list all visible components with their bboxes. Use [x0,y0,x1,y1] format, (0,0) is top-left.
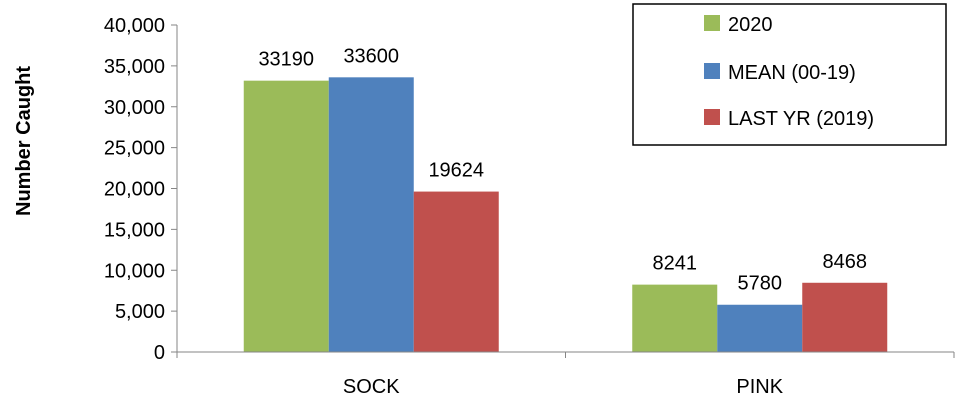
y-tick-label: 25,000 [104,138,165,160]
data-label-pink-series-1: 5780 [738,273,783,295]
y-tick-label: 5,000 [115,301,165,323]
data-label-pink-series-2: 8468 [823,251,868,273]
bar-sock-series-1 [328,77,414,352]
bar-pink-series-2 [802,282,888,352]
legend-box [632,3,947,146]
y-tick-label: 0 [154,342,165,364]
legend-swatch-2020 [704,15,720,31]
legend-swatch-last-yr [704,109,720,125]
y-tick-label: 15,000 [104,219,165,241]
y-axis-title: Number Caught [13,66,35,216]
legend-label-2020: 2020 [728,14,773,36]
data-label-sock-series-1: 33600 [343,45,399,67]
legend-label-mean: MEAN (00-19) [728,62,856,84]
data-labels: 33190 33600 19624 8241 5780 8468 [258,45,867,294]
bars [243,77,888,352]
y-tick-label: 30,000 [104,97,165,119]
legend-label-last-yr: LAST YR (2019) [728,108,874,130]
legend-swatch-mean [704,63,720,79]
x-tick-label-sock: SOCK [343,376,400,398]
y-tick-label: 10,000 [104,260,165,282]
x-axis-labels: SOCK PINK [176,352,955,398]
bar-sock-series-2 [413,191,499,352]
data-label-sock-series-0: 33190 [258,49,314,71]
bar-pink-series-0 [632,284,718,352]
y-tick-label: 35,000 [104,56,165,78]
legend: 2020 MEAN (00-19) LAST YR (2019) [632,3,947,146]
y-axis: 0 5,000 10,000 15,000 20,000 25,000 30,000 35,0… [104,15,177,364]
y-tick-label: 20,000 [104,179,165,201]
y-tick-label: 40,000 [104,15,165,37]
bar-pink-series-1 [717,304,803,352]
data-label-sock-series-2: 19624 [428,160,484,182]
data-label-pink-series-0: 8241 [653,253,698,275]
bar-sock-series-0 [243,80,329,352]
x-tick-label-pink: PINK [736,376,783,398]
